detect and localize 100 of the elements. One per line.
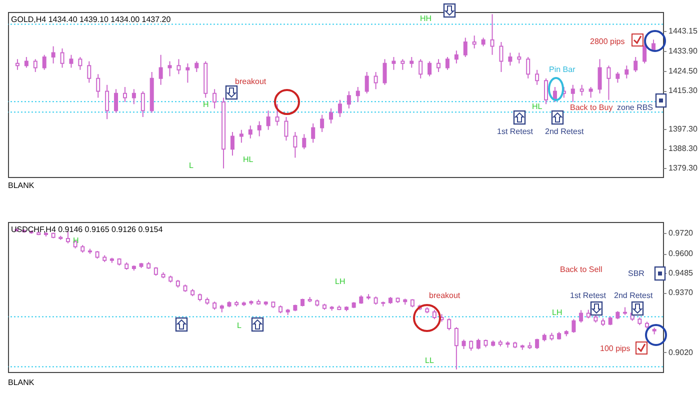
candlestick [580, 84, 584, 96]
candlestick [598, 58, 602, 94]
candlestick [284, 116, 288, 142]
candlestick [535, 69, 540, 86]
chart-title: USDCHF,H4 0.9146 0.9165 0.9126 0.9154 [11, 225, 164, 234]
y-tick-label: 1388.30 [668, 144, 698, 153]
y-tick-label: 0.9020 [668, 348, 694, 357]
y-tick-label: 0.9720 [668, 228, 694, 238]
candlestick [194, 60, 199, 72]
annotation: HL [532, 102, 542, 111]
candlestick [158, 54, 163, 86]
candlestick [499, 42, 504, 72]
candlestick [132, 88, 136, 105]
annotation: L [237, 321, 242, 330]
candlestick [526, 56, 530, 79]
annotation: Back to Sell [560, 265, 602, 274]
annotation: LL [425, 356, 434, 365]
candlestick [624, 65, 629, 79]
y-tick-label: 1379.30 [668, 163, 698, 172]
y-tick-label: 1433.90 [668, 46, 698, 56]
candlestick [476, 338, 480, 350]
candlestick [410, 56, 414, 68]
candlestick [122, 86, 127, 102]
candlestick [454, 326, 458, 370]
y-tick-label: 0.9600 [668, 249, 694, 258]
text: BLANK [8, 378, 34, 387]
candlestick [257, 120, 262, 137]
candlestick [168, 60, 172, 77]
candlestick [140, 90, 145, 118]
annotation: LH [335, 277, 346, 286]
annotation: 2nd Retest [545, 127, 584, 136]
candlestick [469, 340, 474, 352]
candlestick [454, 50, 458, 64]
y-tick-label: 1397.30 [668, 124, 698, 134]
candlestick [588, 86, 593, 98]
candlestick [33, 58, 38, 72]
y-tick-label: 1424.50 [668, 66, 698, 76]
candlestick [293, 132, 298, 158]
candlestick [239, 129, 244, 144]
candlestick [338, 99, 342, 118]
annotation: zone RBS [617, 103, 654, 112]
candlestick [432, 309, 436, 320]
candlestick [392, 56, 396, 70]
candlestick [382, 58, 387, 86]
candlestick [24, 56, 28, 68]
candlestick [570, 84, 575, 102]
annotation: Pin Bar [549, 65, 576, 74]
candlestick [356, 86, 360, 102]
candlestick [15, 58, 20, 70]
annotation: 2nd Retest [614, 291, 653, 300]
candlestick [96, 74, 100, 98]
annotation: H [203, 100, 209, 109]
candlestick [105, 84, 110, 120]
candlestick [462, 339, 466, 350]
candlestick [572, 318, 576, 334]
y-tick-label: 1415.30 [668, 86, 698, 96]
annotation: breakout [429, 291, 460, 300]
candlestick [447, 318, 452, 331]
annotation: HL [243, 155, 254, 164]
candlestick [275, 104, 280, 126]
candlestick [579, 310, 584, 324]
candlestick [634, 56, 638, 72]
annotation: Back to Buy [570, 103, 613, 112]
candlestick [51, 46, 56, 64]
candlestick [616, 72, 620, 84]
annotation: breakout [235, 77, 266, 86]
candlestick [472, 35, 476, 49]
candlestick [544, 78, 548, 105]
candlestick [230, 132, 234, 156]
candlestick [606, 65, 611, 100]
candlestick [400, 58, 405, 70]
text: BLANK [8, 181, 34, 190]
chart-title: GOLD,H4 1434.40 1439.10 1434.00 1437.20 [11, 15, 172, 24]
candlestick [329, 108, 334, 124]
candlestick [374, 72, 378, 90]
annotation: SBR [628, 269, 644, 278]
candlestick [248, 125, 252, 139]
candlestick [87, 60, 92, 84]
candlestick [445, 56, 450, 70]
candlestick [517, 52, 522, 64]
candlestick [69, 54, 74, 68]
annotation: 2800 pips [590, 37, 625, 46]
y-tick-label: 1443.15 [668, 26, 698, 36]
candlestick [346, 90, 351, 109]
candlestick [428, 60, 432, 77]
candlestick [176, 58, 181, 75]
candlestick [436, 58, 441, 72]
candlestick [114, 88, 118, 114]
candlestick [78, 56, 82, 70]
candlestick [60, 48, 64, 68]
candlestick [463, 37, 468, 58]
candlestick [311, 122, 316, 144]
candlestick [418, 58, 423, 79]
candlestick [302, 134, 306, 150]
candlestick [266, 110, 270, 130]
annotation: LH [552, 308, 562, 317]
candlestick [42, 54, 46, 70]
annotation: 1st Retest [570, 291, 606, 300]
candlestick [364, 72, 369, 94]
y-tick-label: 0.9485 [668, 268, 694, 278]
